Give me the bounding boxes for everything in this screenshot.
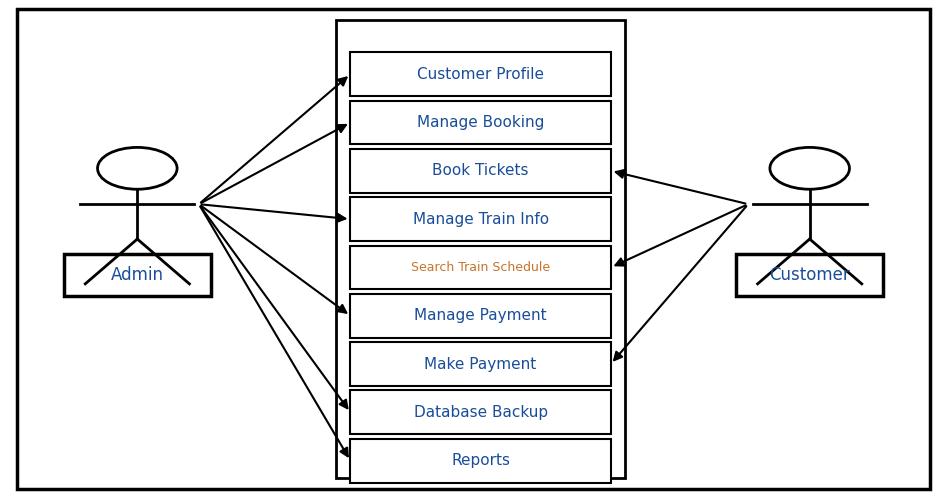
Text: Customer: Customer	[769, 266, 850, 284]
Text: Reports: Reports	[451, 453, 510, 468]
Bar	[336, 20, 625, 478]
Text: Manage Booking: Manage Booking	[417, 115, 545, 130]
Bar	[350, 149, 611, 193]
Text: Make Payment: Make Payment	[424, 357, 537, 372]
Bar	[350, 197, 611, 241]
Text: Admin: Admin	[111, 266, 164, 284]
Bar	[350, 390, 611, 434]
Text: Customer Profile: Customer Profile	[417, 67, 545, 82]
Bar	[350, 439, 611, 483]
Text: Database Backup: Database Backup	[414, 405, 547, 420]
Text: Search Train Schedule: Search Train Schedule	[411, 261, 550, 274]
Text: Manage Payment: Manage Payment	[414, 308, 547, 323]
Bar	[350, 246, 611, 289]
Bar	[737, 254, 883, 296]
Bar	[63, 254, 210, 296]
Bar	[350, 52, 611, 96]
Text: Manage Train Info: Manage Train Info	[413, 212, 548, 227]
Bar	[350, 294, 611, 338]
Bar	[350, 101, 611, 144]
Bar	[350, 342, 611, 386]
Text: Book Tickets: Book Tickets	[433, 163, 528, 178]
